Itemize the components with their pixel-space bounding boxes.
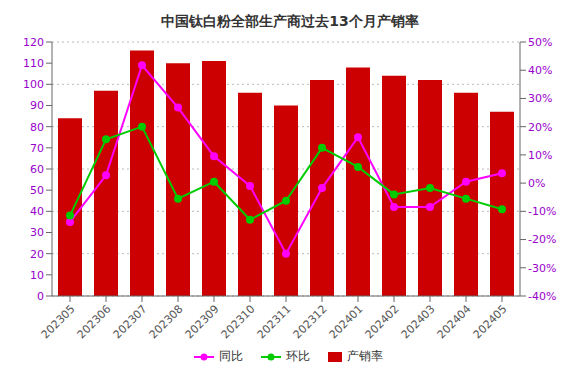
- svg-text:202305: 202305: [39, 302, 78, 341]
- svg-text:202310: 202310: [219, 302, 258, 341]
- svg-text:202405: 202405: [471, 302, 510, 341]
- svg-text:-30%: -30%: [528, 262, 556, 275]
- svg-text:90: 90: [30, 99, 44, 112]
- svg-text:0: 0: [37, 290, 44, 303]
- html-text:同比: 同比: [218, 349, 243, 363]
- html-text:环比: 环比: [285, 349, 310, 363]
- svg-text:-10%: -10%: [528, 205, 556, 218]
- svg-text:202311: 202311: [255, 302, 294, 341]
- svg-text:120: 120: [23, 36, 44, 49]
- svg-text:100: 100: [23, 78, 44, 91]
- svg-text:10: 10: [30, 269, 44, 282]
- svg-text:80: 80: [30, 121, 44, 134]
- svg-text:202308: 202308: [147, 302, 186, 341]
- svg-text:20: 20: [30, 248, 44, 261]
- svg-text:70: 70: [30, 142, 44, 155]
- svg-text:30: 30: [30, 226, 44, 239]
- svg-text:110: 110: [23, 57, 44, 70]
- svg-text:202312: 202312: [291, 302, 330, 341]
- html-text:中国钛白粉全部生产商过去13个月产销率: 中国钛白粉全部生产商过去13个月产销率: [161, 13, 419, 29]
- svg-text:-40%: -40%: [528, 290, 556, 303]
- svg-text:60: 60: [30, 163, 44, 176]
- svg-text:202404: 202404: [435, 302, 474, 341]
- svg-text:50: 50: [30, 184, 44, 197]
- svg-text:10%: 10%: [528, 149, 552, 162]
- svg-text:202306: 202306: [75, 302, 114, 341]
- svg-text:50%: 50%: [528, 36, 552, 49]
- svg-text:202401: 202401: [327, 302, 366, 341]
- svg-text:202402: 202402: [363, 302, 402, 341]
- svg-text:40%: 40%: [528, 64, 552, 77]
- svg-text:30%: 30%: [528, 92, 552, 105]
- svg-text:202309: 202309: [183, 302, 222, 341]
- svg-text:20%: 20%: [528, 121, 552, 134]
- svg-text:202307: 202307: [111, 302, 150, 341]
- html-text:产销率: 产销率: [346, 349, 383, 363]
- svg-text:0%: 0%: [528, 177, 545, 190]
- svg-text:202403: 202403: [399, 302, 438, 341]
- svg-text:-20%: -20%: [528, 233, 556, 246]
- svg-text:40: 40: [30, 205, 44, 218]
